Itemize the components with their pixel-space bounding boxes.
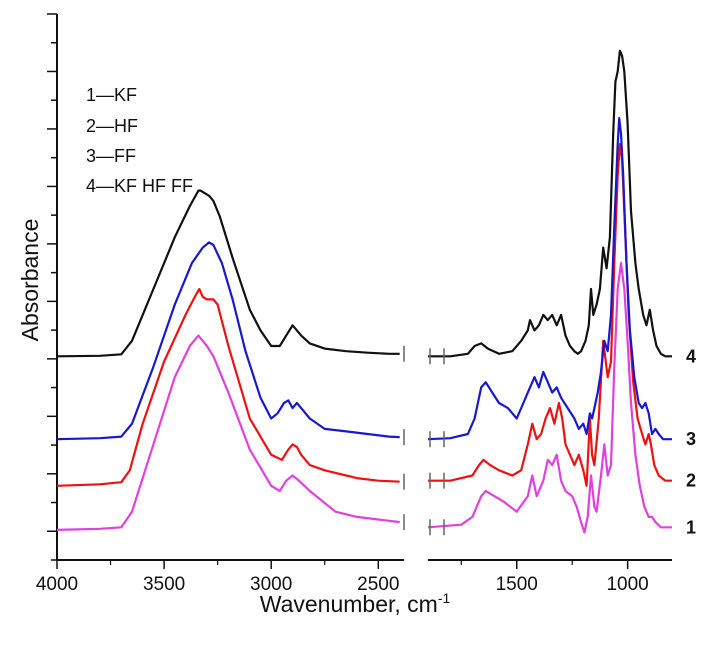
curve-label-3: 3 xyxy=(686,429,696,449)
series-4-line-right xyxy=(428,49,672,358)
x-axis-title-text: Wavenumber, cm xyxy=(260,591,438,617)
curve-label-2: 2 xyxy=(686,471,696,491)
series-1-line-left xyxy=(56,334,400,531)
legend-entry: 1—KF xyxy=(86,85,137,105)
x-axis-title: Wavenumber, cm-1 xyxy=(260,590,451,617)
x-axis: 4000 3500 3000 2500 1500 1000 xyxy=(36,559,672,595)
x-tick-label: 4000 xyxy=(36,574,78,595)
series-2-line-right xyxy=(428,142,672,487)
curve-labels: 4 3 2 1 xyxy=(686,346,696,537)
y-axis-title: Absorbance xyxy=(17,219,43,342)
series-3-line-right xyxy=(427,117,672,441)
y-axis xyxy=(47,13,58,561)
series-2-line-left xyxy=(56,287,400,487)
x-tick-label: 2500 xyxy=(357,574,399,595)
legend-entry: 4—KF HF FF xyxy=(86,176,193,196)
x-tick-label: 1500 xyxy=(496,574,538,595)
x-axis-title-superscript: -1 xyxy=(438,590,451,606)
series-layer xyxy=(56,49,672,534)
axis-break-marks xyxy=(403,345,445,536)
series-3-line-left xyxy=(56,241,400,441)
curve-label-4: 4 xyxy=(686,346,696,366)
legend-entry: 3—FF xyxy=(86,146,136,166)
curve-label-1: 1 xyxy=(686,517,696,537)
legend: 1—KF 2—HF 3—FF 4—KF HF FF xyxy=(86,85,193,196)
x-tick-label: 3500 xyxy=(143,574,185,595)
series-1-line-right xyxy=(427,262,672,534)
series-4-line-left xyxy=(56,189,400,358)
legend-entry: 2—HF xyxy=(86,116,138,136)
x-tick-label: 1000 xyxy=(606,574,648,595)
x-tick-label: 3000 xyxy=(250,574,292,595)
